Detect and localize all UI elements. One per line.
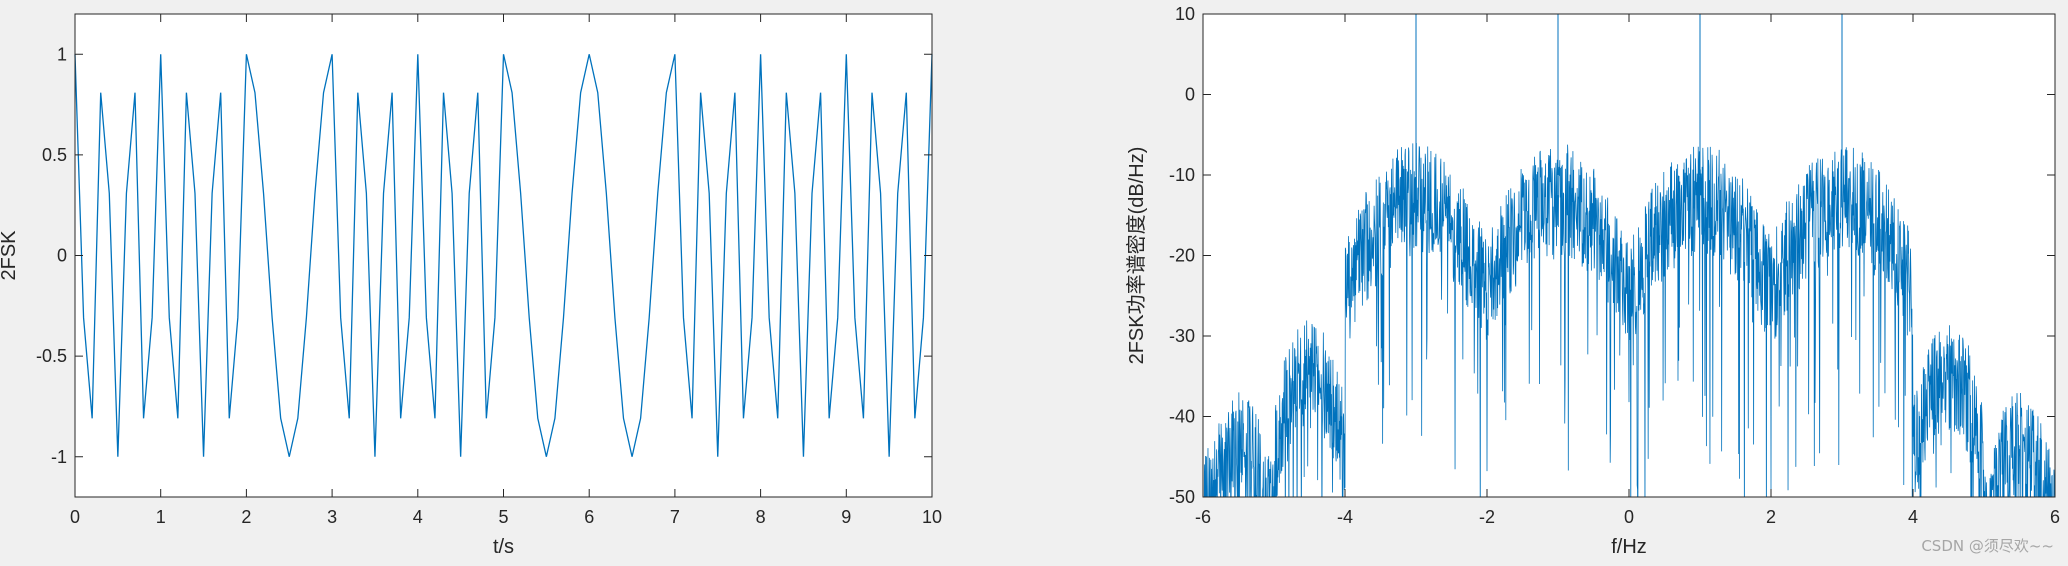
time-x-axis-label: t/s <box>493 536 514 558</box>
x-tick-label: 1 <box>156 507 166 527</box>
x-tick-label: 6 <box>584 507 594 527</box>
time-domain-chart: 0 1 2 3 4 5 6 7 8 9 10 -1 -0.5 0 0.5 1 t/s 2FSK <box>0 13 942 558</box>
y-tick-label: 0 <box>57 246 67 266</box>
x-tick-label: 7 <box>670 507 680 527</box>
y-tick-label: -0.5 <box>36 346 67 366</box>
psd-line <box>1203 142 2055 497</box>
x-tick-label: 0 <box>1624 507 1634 527</box>
y-tick-label: -20 <box>1169 246 1195 266</box>
time-signal-line <box>74 54 933 457</box>
x-tick-label: 3 <box>327 507 337 527</box>
x-tick-label: 8 <box>756 507 766 527</box>
y-tick-label: -1 <box>51 447 67 467</box>
y-tick-label: -10 <box>1169 165 1195 185</box>
psd-y-axis-label: 2FSK功率谱密度(dB/Hz) <box>1125 147 1148 365</box>
x-tick-label: 5 <box>498 507 508 527</box>
time-axis-ticks: 0 1 2 3 4 5 6 7 8 9 10 -1 -0.5 0 0.5 1 <box>36 14 942 527</box>
x-tick-label: 10 <box>922 507 942 527</box>
psd-x-axis-label: f/Hz <box>1611 536 1647 558</box>
x-tick-label: -6 <box>1195 507 1211 527</box>
watermark: CSDN @须尽欢~~ <box>1921 537 2054 555</box>
x-tick-label: -4 <box>1337 507 1353 527</box>
x-tick-label: 4 <box>413 507 423 527</box>
y-tick-label: 0 <box>1185 85 1195 105</box>
x-tick-label: 6 <box>2050 507 2060 527</box>
x-tick-label: 0 <box>70 507 80 527</box>
y-tick-label: 0.5 <box>42 145 67 165</box>
y-tick-label: 10 <box>1175 4 1195 24</box>
y-tick-label: 1 <box>57 44 67 64</box>
y-tick-label: -40 <box>1169 407 1195 427</box>
x-tick-label: 4 <box>1908 507 1918 527</box>
time-y-axis-label: 2FSK <box>0 230 20 281</box>
x-tick-label: 2 <box>1766 507 1776 527</box>
y-tick-label: -50 <box>1169 487 1195 507</box>
time-plot-area <box>75 14 932 497</box>
x-tick-label: -2 <box>1479 507 1495 527</box>
psd-series <box>1203 14 2055 497</box>
x-tick-label: 9 <box>841 507 851 527</box>
y-tick-label: -30 <box>1169 326 1195 346</box>
x-tick-label: 2 <box>241 507 251 527</box>
time-signal-series <box>74 54 933 457</box>
